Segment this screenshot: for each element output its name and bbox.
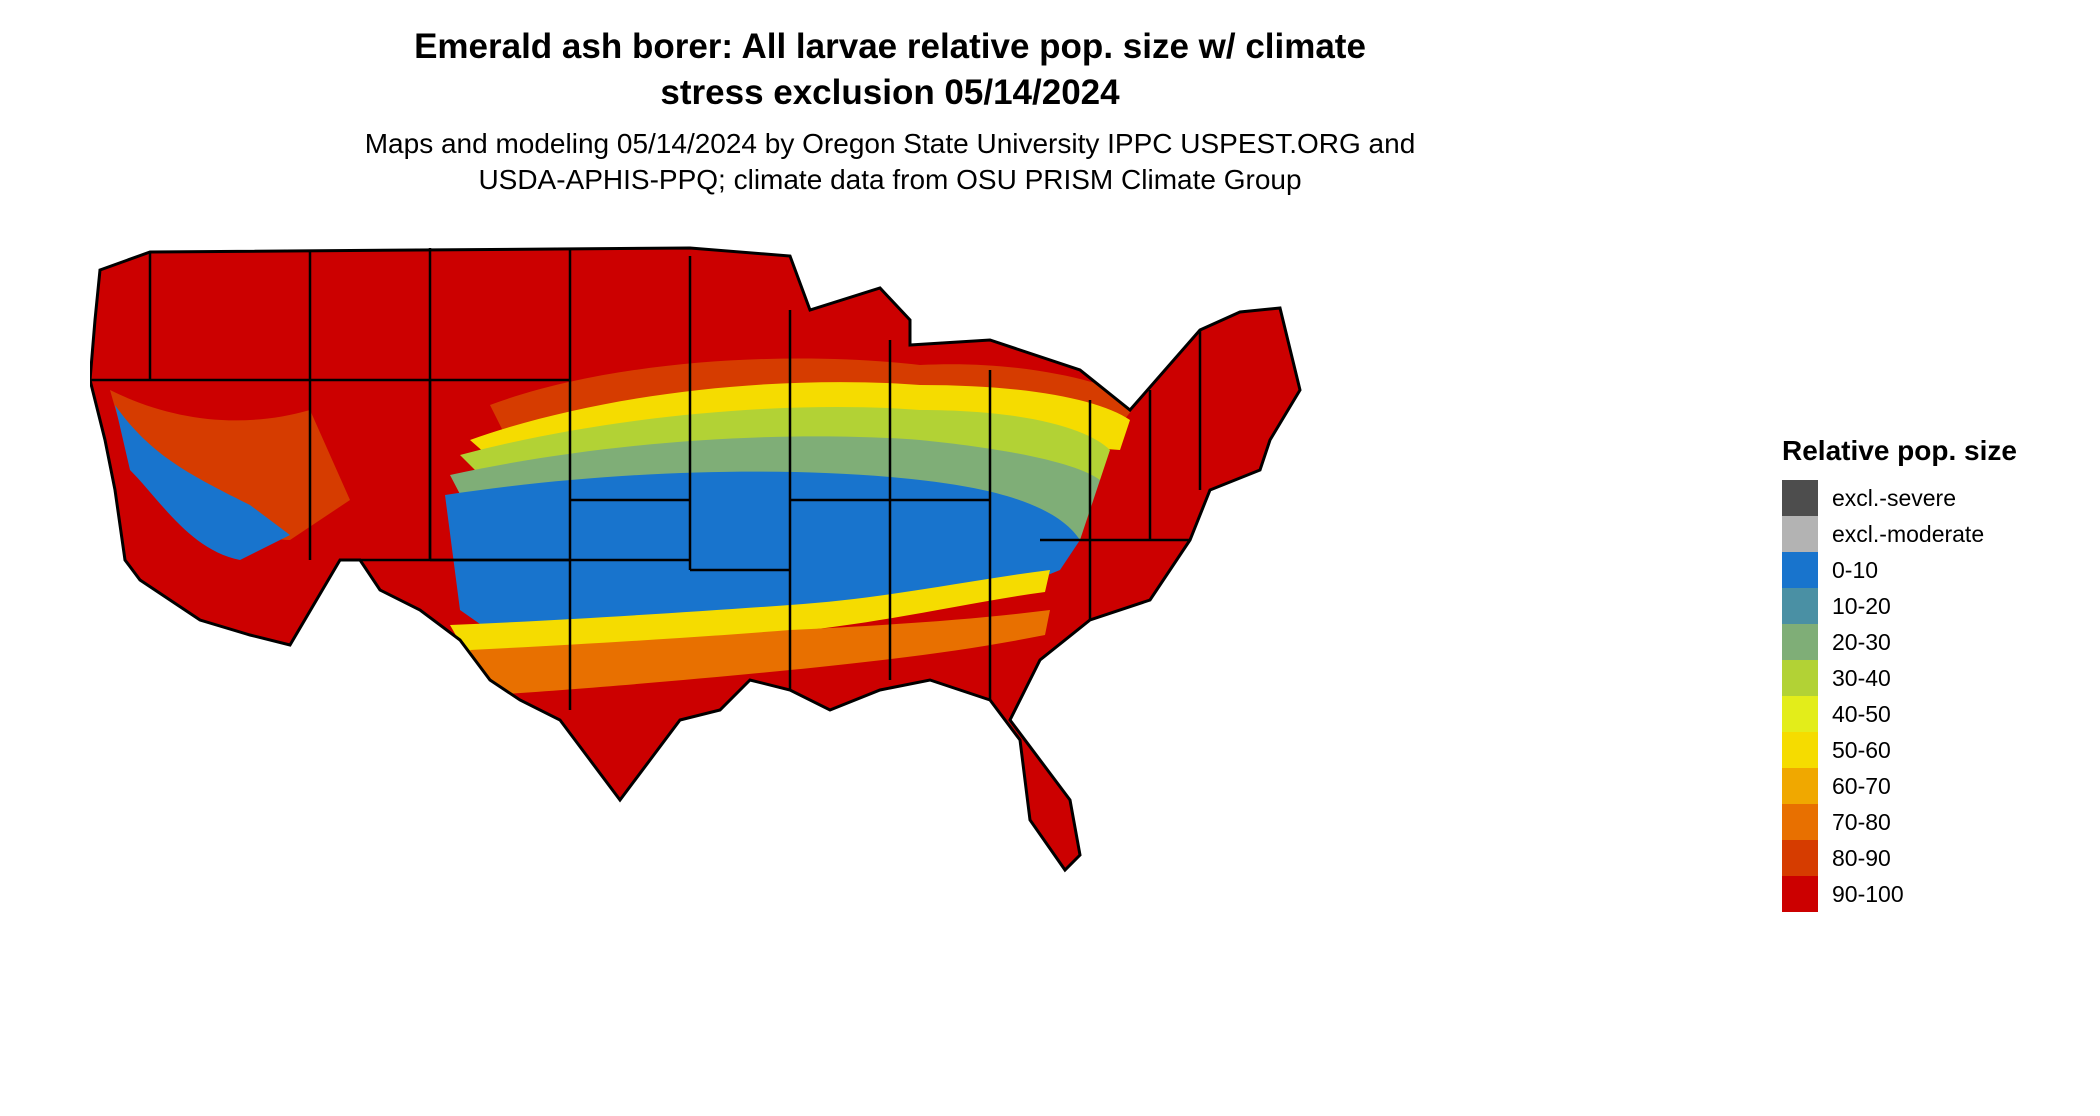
legend-swatch bbox=[1782, 552, 1818, 588]
legend-title: Relative pop. size bbox=[1782, 435, 2017, 466]
legend-label: excl.-moderate bbox=[1832, 520, 1985, 547]
legend-swatch bbox=[1782, 624, 1818, 660]
legend-swatch bbox=[1782, 480, 1818, 516]
subtitle-line-1: Maps and modeling 05/14/2024 by Oregon S… bbox=[364, 128, 1416, 159]
legend-item: 40-50 bbox=[1782, 696, 2017, 732]
legend-label: 90-100 bbox=[1832, 880, 1904, 907]
legend-label: 60-70 bbox=[1832, 772, 1891, 799]
title-line-2: stress exclusion 05/14/2024 bbox=[660, 73, 1120, 112]
legend-label: 70-80 bbox=[1832, 808, 1891, 835]
legend-swatch bbox=[1782, 804, 1818, 840]
legend: Relative pop. size excl.-severe excl.-mod… bbox=[1782, 434, 2017, 912]
legend-label: 0-10 bbox=[1832, 556, 1879, 583]
legend-swatch bbox=[1782, 588, 1818, 624]
legend-label: 80-90 bbox=[1832, 844, 1891, 871]
legend-item: 70-80 bbox=[1782, 804, 2017, 840]
subtitle-line-2: USDA-APHIS-PPQ; climate data from OSU PR… bbox=[478, 164, 1302, 195]
legend-label: 40-50 bbox=[1832, 700, 1891, 727]
map-subtitle: Maps and modeling 05/14/2024 by Oregon S… bbox=[300, 126, 1480, 198]
legend-label: 50-60 bbox=[1832, 736, 1891, 763]
legend-swatch bbox=[1782, 768, 1818, 804]
map-title: Emerald ash borer: All larvae relative p… bbox=[300, 24, 1480, 116]
legend-item: excl.-moderate bbox=[1782, 516, 2017, 552]
legend-swatch bbox=[1782, 660, 1818, 696]
legend-item: 90-100 bbox=[1782, 876, 2017, 912]
legend-swatch bbox=[1782, 876, 1818, 912]
legend-item: 10-20 bbox=[1782, 588, 2017, 624]
legend-item: excl.-severe bbox=[1782, 480, 2017, 516]
legend-label: 30-40 bbox=[1832, 664, 1891, 691]
legend-swatch bbox=[1782, 696, 1818, 732]
legend-item: 0-10 bbox=[1782, 552, 2017, 588]
legend-swatch bbox=[1782, 840, 1818, 876]
legend-label: excl.-severe bbox=[1832, 484, 1956, 511]
legend-swatch bbox=[1782, 732, 1818, 768]
title-line-1: Emerald ash borer: All larvae relative p… bbox=[414, 27, 1366, 66]
legend-item: 20-30 bbox=[1782, 624, 2017, 660]
legend-item: 50-60 bbox=[1782, 732, 2017, 768]
us-map bbox=[90, 246, 1302, 873]
legend-label: 10-20 bbox=[1832, 592, 1891, 619]
legend-item: 30-40 bbox=[1782, 660, 2017, 696]
legend-swatch bbox=[1782, 516, 1818, 552]
legend-item: 60-70 bbox=[1782, 768, 2017, 804]
legend-item: 80-90 bbox=[1782, 840, 2017, 876]
legend-items: excl.-severe excl.-moderate 0-10 10-20 20-30… bbox=[1782, 480, 2017, 912]
legend-label: 20-30 bbox=[1832, 628, 1891, 655]
